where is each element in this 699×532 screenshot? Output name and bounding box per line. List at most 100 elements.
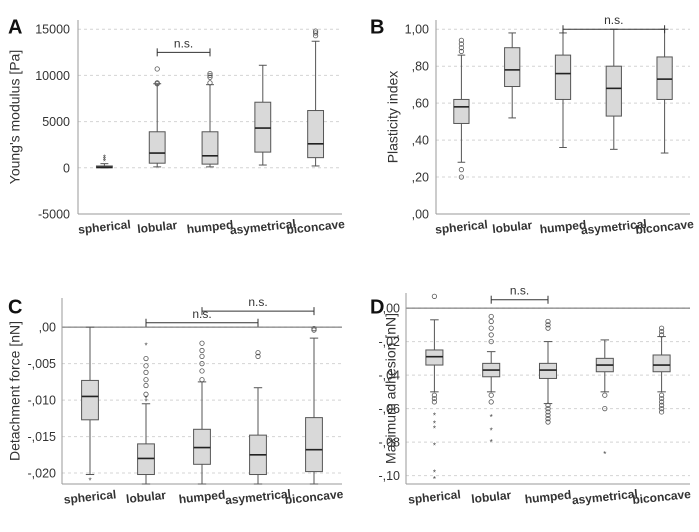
outlier-point	[207, 80, 213, 86]
box-iqr	[425, 349, 444, 366]
outlier-point	[143, 377, 149, 383]
x-category-label: lobular	[125, 488, 167, 506]
y-tick-label: ,00	[383, 302, 400, 316]
y-tick-label: -,010	[28, 394, 57, 408]
outlier-point	[658, 392, 665, 398]
extreme-point: *	[103, 155, 106, 164]
y-tick-label: -,015	[28, 430, 57, 444]
outlier-point	[488, 332, 494, 338]
y-tick-label: ,40	[412, 134, 429, 148]
box-iqr	[453, 98, 470, 124]
x-category-label: asymetrical	[224, 487, 291, 508]
outlier-point	[199, 340, 205, 346]
outlier-point	[154, 66, 160, 72]
x-category-label: asymetrical	[229, 217, 296, 238]
panel-letter: D	[370, 297, 384, 319]
outlier-point	[458, 41, 464, 47]
outlier-point	[658, 402, 665, 408]
extreme-point: *	[490, 413, 493, 422]
y-tick-label: -,04	[378, 369, 400, 383]
outlier-point	[545, 416, 551, 422]
y-axis-label: Plasticity index	[385, 71, 401, 164]
y-tick-label: -,02	[378, 335, 400, 349]
x-category-label: humped	[186, 218, 234, 237]
extreme-point: *	[603, 450, 606, 459]
outlier-point	[488, 338, 494, 345]
x-category-label: lobular	[471, 488, 513, 506]
x-category-label: spherical	[63, 487, 117, 506]
outlier-point	[199, 368, 205, 374]
outlier-point	[143, 391, 149, 397]
box-iqr	[148, 131, 166, 164]
outlier-point	[207, 70, 213, 77]
x-category-label: lobular	[492, 218, 534, 236]
y-tick-label: ,80	[412, 60, 429, 74]
outlier-point	[545, 322, 551, 328]
extreme-point: *	[144, 398, 147, 407]
x-category-label: asymetrical	[571, 487, 638, 508]
outlier-point	[458, 174, 464, 180]
y-tick-label: -,06	[378, 402, 400, 416]
box-iqr	[504, 47, 521, 88]
box-iqr	[538, 362, 558, 379]
y-tick-label: 10000	[35, 69, 70, 83]
outlier-point	[312, 28, 319, 34]
y-tick-label: 1,00	[405, 23, 429, 37]
outlier-point	[658, 399, 665, 405]
y-tick-label: ,00	[39, 321, 56, 335]
y-tick-label: 0	[63, 161, 70, 175]
extreme-point: *	[103, 154, 106, 163]
outlier-point	[602, 406, 608, 412]
box-iqr	[201, 131, 219, 165]
outlier-point	[545, 419, 551, 425]
extreme-point: *	[144, 395, 147, 404]
y-tick-label: -,08	[378, 436, 400, 450]
box-iqr	[307, 110, 325, 159]
y-tick-label: -,10	[378, 469, 400, 483]
outlier-point	[658, 328, 665, 335]
box-iqr	[656, 56, 673, 100]
panel-letter: B	[370, 17, 384, 39]
box-iqr	[305, 417, 323, 473]
y-axis-label: Detachment force [nN]	[7, 321, 23, 461]
outlier-point	[143, 369, 149, 375]
outlier-point	[431, 399, 437, 405]
x-category-label: spherical	[407, 487, 461, 506]
outlier-point	[311, 326, 317, 332]
outlier-point	[658, 332, 665, 338]
x-category-label: humped	[539, 218, 587, 237]
significance-label: n.s.	[510, 284, 529, 298]
extreme-point: *	[144, 341, 147, 350]
outlier-point	[154, 80, 160, 86]
significance-label: n.s.	[174, 36, 193, 50]
outlier-point	[199, 361, 205, 367]
outlier-point	[199, 377, 205, 383]
outlier-point	[255, 353, 261, 359]
extreme-point: *	[103, 157, 106, 166]
outlier-point	[431, 395, 437, 402]
box-iqr	[81, 379, 99, 421]
extreme-point: *	[490, 426, 493, 435]
extreme-point: *	[433, 411, 436, 420]
outlier-point	[545, 409, 551, 415]
outlier-point	[658, 409, 665, 415]
extreme-point: *	[433, 420, 436, 429]
outlier-point	[545, 406, 551, 412]
outlier-point	[488, 313, 494, 320]
y-tick-label: -,020	[28, 467, 57, 481]
outlier-point	[458, 45, 464, 51]
outlier-point	[207, 74, 213, 80]
extreme-point: *	[433, 441, 436, 450]
outlier-point	[488, 392, 494, 398]
outlier-point	[312, 30, 319, 36]
outlier-point	[311, 327, 317, 333]
outlier-point	[545, 325, 551, 331]
x-category-label: biconcave	[635, 217, 695, 237]
outlier-point	[207, 72, 213, 79]
outlier-point	[545, 402, 551, 408]
y-tick-label: ,00	[412, 208, 429, 222]
extreme-point: *	[433, 468, 436, 477]
panel-letter: C	[8, 297, 22, 319]
